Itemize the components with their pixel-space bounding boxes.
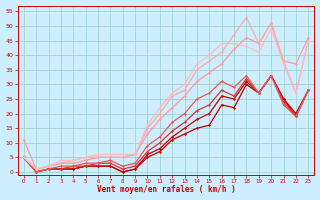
X-axis label: Vent moyen/en rafales ( km/h ): Vent moyen/en rafales ( km/h )	[97, 185, 236, 194]
